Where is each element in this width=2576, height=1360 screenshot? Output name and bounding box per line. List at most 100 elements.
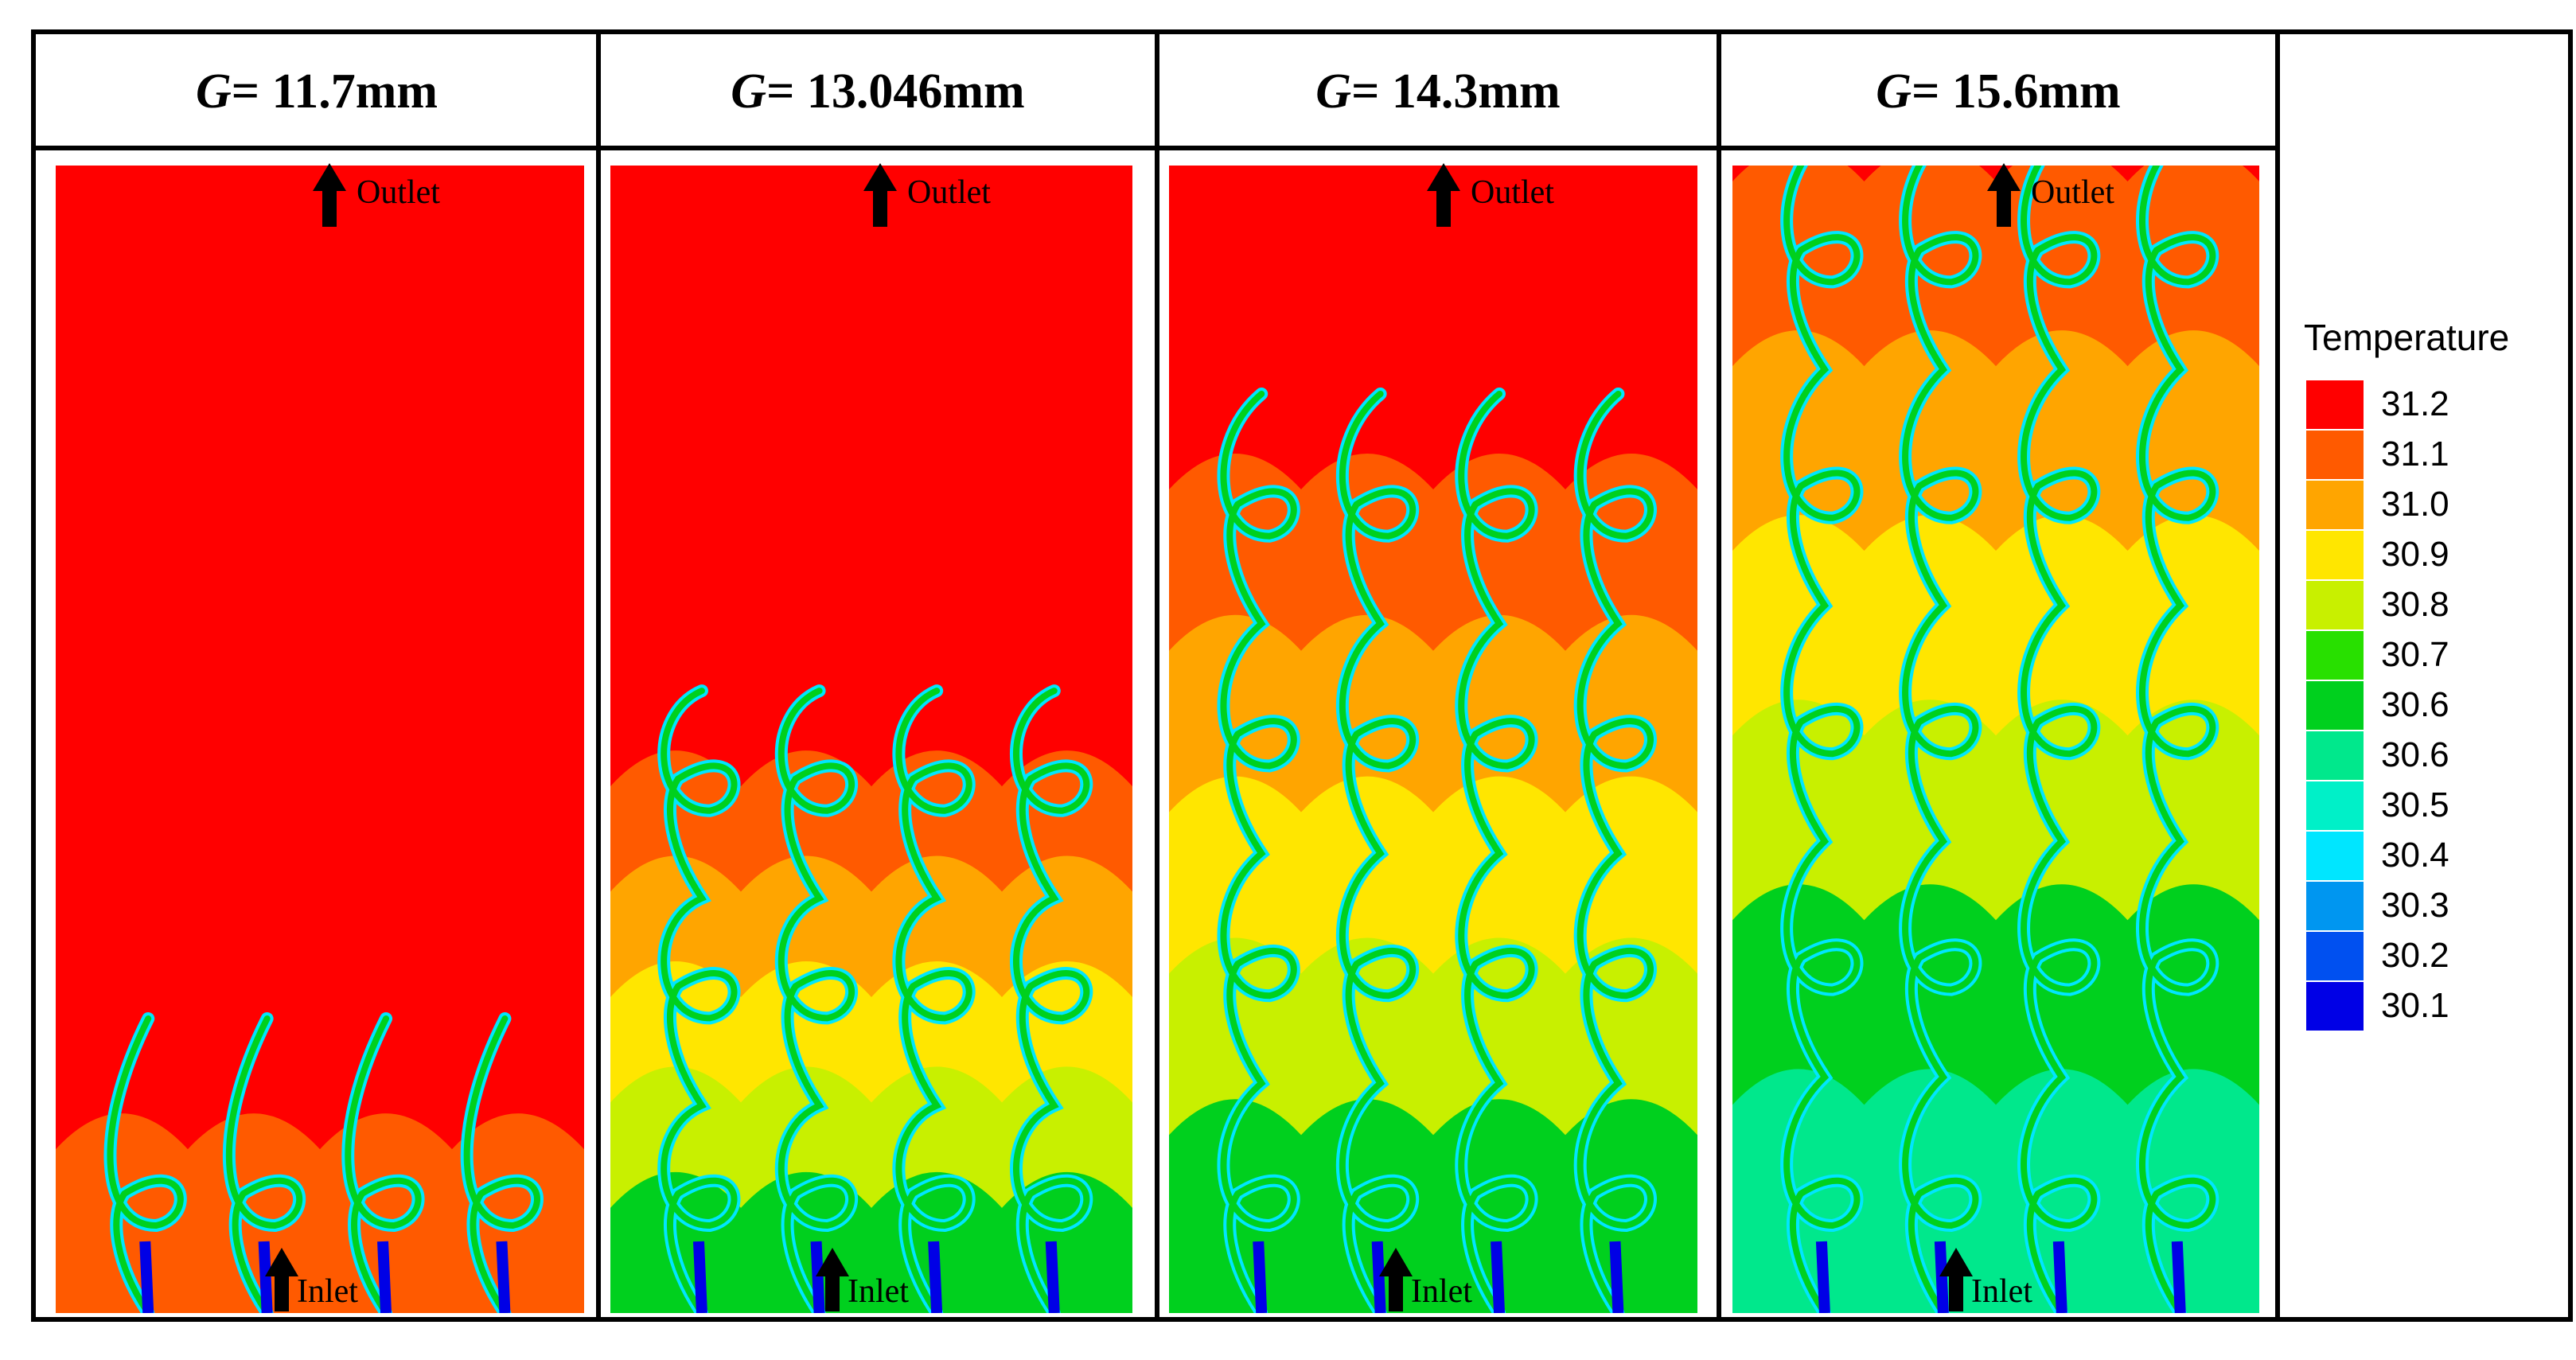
outlet-marker: Outlet	[1987, 163, 2114, 227]
microchannel-core	[345, 1015, 422, 1313]
microchannel-core	[2021, 166, 2098, 1313]
inlet-marker: Inlet	[1379, 1248, 1472, 1311]
legend-value: 30.8	[2381, 585, 2449, 624]
microchannel-core	[1783, 166, 1861, 1313]
legend-value: 30.3	[2381, 886, 2449, 925]
legend-swatch	[2306, 832, 2364, 880]
contour-panel-3	[1169, 166, 1697, 1313]
legend-value: 30.6	[2381, 735, 2449, 774]
channel-inlet-segment	[1491, 1241, 1506, 1313]
outlet-marker: Outlet	[313, 163, 440, 227]
microchannel-core	[2139, 166, 2216, 1313]
inlet-marker: Inlet	[816, 1248, 909, 1311]
figure-frame	[31, 29, 2573, 1322]
legend-swatch	[2306, 431, 2364, 479]
inlet-label: Inlet	[848, 1273, 909, 1310]
panel-header: G= 11.7mm	[196, 64, 438, 119]
outlet-label: Outlet	[357, 174, 440, 211]
inlet-marker: Inlet	[265, 1248, 358, 1311]
panel-header: G= 13.046mm	[731, 64, 1024, 119]
up-arrow-icon	[1939, 1248, 1973, 1311]
temperature-legend: Temperature 31.2 31.1 31.0 30.9 30.8 30.7 30.6…	[2304, 317, 2509, 1031]
legend-value: 30.4	[2381, 836, 2449, 875]
legend-title: Temperature	[2304, 317, 2509, 358]
microchannel-core	[107, 1015, 184, 1313]
temperature-band	[610, 1171, 1132, 1313]
microchannel-core	[1458, 390, 1535, 1313]
g-value: = 15.6mm	[1912, 64, 2121, 119]
channel-inlet-segment	[139, 1241, 154, 1313]
outlet-marker: Outlet	[863, 163, 991, 227]
temperature-band	[1169, 1099, 1697, 1313]
legend-swatch	[2306, 681, 2364, 730]
channel-inlet-segment	[810, 1241, 825, 1313]
channel-inlet-segment	[1253, 1241, 1268, 1313]
inlet-marker: Inlet	[1939, 1248, 2032, 1311]
microchannel-core	[1339, 390, 1417, 1313]
channel-inlet-segment	[1609, 1241, 1624, 1313]
legend-value: 30.6	[2381, 685, 2449, 724]
g-symbol: G	[1876, 64, 1912, 119]
channel-inlet-segment	[2052, 1241, 2067, 1313]
contour-panel-2	[610, 166, 1132, 1313]
up-arrow-icon	[1987, 163, 2021, 227]
contour-panel-4	[1732, 166, 2259, 1313]
outlet-marker: Outlet	[1427, 163, 1554, 227]
panel-header: G= 15.6mm	[1876, 64, 2120, 119]
g-symbol: G	[731, 64, 766, 119]
panel-header: G= 14.3mm	[1315, 64, 1560, 119]
legend-swatch	[2306, 882, 2364, 930]
channel-inlet-segment	[377, 1241, 392, 1313]
channel-inlet-segment	[1371, 1241, 1386, 1313]
channel-inlet-segment	[1934, 1241, 1949, 1313]
channel-inlet-segment	[1045, 1241, 1060, 1313]
g-value: = 14.3mm	[1351, 64, 1561, 119]
inlet-label: Inlet	[297, 1273, 358, 1310]
inlet-label: Inlet	[1411, 1273, 1472, 1310]
legend-value: 30.1	[2381, 986, 2449, 1025]
legend-value: 30.2	[2381, 936, 2449, 975]
g-value: = 11.7mm	[232, 64, 438, 119]
legend-swatch	[2306, 481, 2364, 529]
legend-swatch	[2306, 932, 2364, 980]
legend-value: 31.0	[2381, 485, 2449, 524]
outlet-label: Outlet	[1471, 174, 1554, 211]
g-symbol: G	[1315, 64, 1351, 119]
legend-swatch	[2306, 380, 2364, 429]
microchannel-core	[895, 688, 972, 1313]
g-value: = 13.046mm	[766, 64, 1025, 119]
legend-swatch	[2306, 531, 2364, 579]
channel-inlet-segment	[2171, 1241, 2186, 1313]
microchannel-core	[1220, 390, 1297, 1313]
channel-inlet-segment	[1815, 1241, 1830, 1313]
up-arrow-icon	[313, 163, 346, 227]
microchannel-core	[225, 1015, 303, 1313]
up-arrow-icon	[816, 1248, 849, 1311]
legend-value: 31.2	[2381, 384, 2449, 423]
legend-swatch	[2306, 982, 2364, 1031]
temperature-band	[56, 1113, 584, 1313]
channel-inlet-segment	[692, 1241, 707, 1313]
legend-swatch	[2306, 781, 2364, 830]
legend-value: 30.7	[2381, 635, 2449, 674]
legend-value: 31.1	[2381, 434, 2449, 473]
channel-inlet-segment	[496, 1241, 511, 1313]
up-arrow-icon	[1427, 163, 1460, 227]
outlet-label: Outlet	[907, 174, 991, 211]
channel-inlet-segment	[928, 1241, 943, 1313]
microchannel-core	[1013, 688, 1090, 1313]
inlet-label: Inlet	[1971, 1273, 2032, 1310]
channel-inlet-segment	[258, 1241, 273, 1313]
up-arrow-icon	[265, 1248, 298, 1311]
microchannel-core	[463, 1015, 540, 1313]
legend-value: 30.5	[2381, 785, 2449, 824]
up-arrow-icon	[863, 163, 897, 227]
legend-swatch	[2306, 631, 2364, 680]
microchannel-core	[661, 688, 738, 1313]
legend-swatch	[2306, 731, 2364, 780]
contour-panel-1	[56, 166, 584, 1313]
legend-swatch	[2306, 581, 2364, 629]
microchannel-core	[1902, 166, 1979, 1313]
legend-value: 30.9	[2381, 535, 2449, 574]
g-symbol: G	[196, 64, 232, 119]
